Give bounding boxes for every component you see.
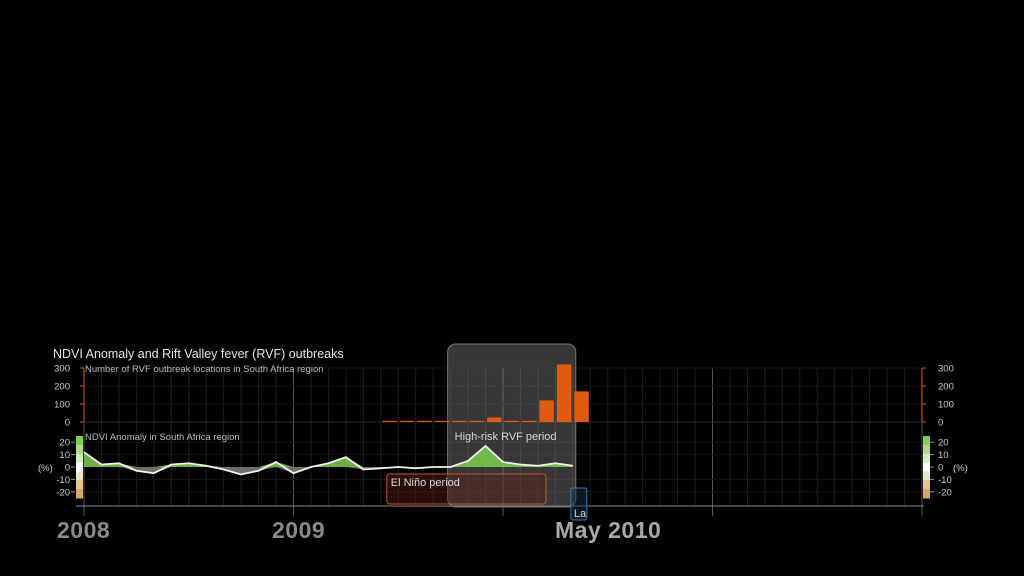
chart-grid: [76, 367, 924, 516]
outbreak-bar: [574, 391, 589, 422]
outbreak-bar: [487, 417, 502, 422]
la-nina-period-label: La: [574, 508, 587, 520]
bar-tick-label: 100: [54, 400, 70, 411]
ndvi-tick-label: 20: [938, 438, 949, 449]
ndvi-tick-label: 10: [59, 450, 70, 461]
ndvi-scale-swatch: [76, 462, 83, 472]
bar-panel-label: Number of RVF outbreak locations in Sout…: [85, 364, 324, 375]
outbreak-bar: [521, 420, 537, 422]
ndvi-tick-label: -10: [938, 475, 952, 486]
outbreak-bar: [434, 420, 450, 422]
ndvi-tick-label: -20: [56, 487, 70, 498]
ndvi-tick-label: 0: [938, 463, 943, 474]
el-nino-period-label: El Niño period: [391, 477, 460, 489]
ndvi-series: [83, 444, 573, 476]
outbreak-bar: [469, 420, 485, 422]
ndvi-tick-label: -20: [938, 487, 952, 498]
ndvi-line: [83, 444, 573, 476]
ndvi-scale-swatch: [923, 436, 930, 446]
ndvi-scale-swatch: [923, 471, 930, 481]
ndvi-scale-swatch: [923, 480, 930, 490]
ndvi-scale-swatch: [923, 444, 930, 455]
ndvi-unit-label: (%): [953, 463, 968, 474]
year-label-2009: 2009: [272, 517, 325, 543]
ndvi-scale-swatch: [923, 462, 930, 472]
outbreak-bar: [504, 420, 519, 422]
ndvi-scale-swatch: [923, 453, 930, 464]
ndvi-scale-swatch: [923, 489, 930, 499]
ndvi-scale-swatch: [76, 444, 83, 455]
ndvi-negative-area: [84, 467, 573, 475]
chart-title: NDVI Anomaly and Rift Valley fever (RVF)…: [53, 347, 344, 361]
bar-tick-label: 300: [938, 364, 954, 375]
current-date-label: May 2010: [555, 517, 661, 543]
bar-tick-label: 100: [938, 400, 954, 411]
bar-tick-label: 0: [938, 418, 943, 429]
ndvi-panel-label: NDVI Anomaly in South Africa region: [85, 432, 240, 443]
bar-tick-label: 0: [65, 418, 70, 429]
axes: 300200100020100-10-20(%)300200100020100-…: [38, 364, 968, 499]
outbreak-bar: [556, 364, 572, 422]
ndvi-tick-label: 0: [65, 463, 70, 474]
el-nino-period-box: [386, 473, 547, 505]
ndvi-scale-swatch: [76, 480, 83, 490]
bar-tick-label: 200: [54, 382, 70, 393]
outbreak-bar: [452, 420, 467, 422]
ndvi-unit-label: (%): [38, 463, 53, 474]
ndvi-scale-swatch: [76, 489, 83, 499]
outbreak-bar: [382, 420, 397, 422]
outbreak-bar: [417, 420, 432, 422]
outbreak-bar: [539, 400, 554, 422]
ndvi-scale-swatch: [76, 471, 83, 481]
bar-tick-label: 200: [938, 382, 954, 393]
outbreak-bars: [382, 364, 589, 422]
ndvi-scale-swatch: [76, 453, 83, 464]
ndvi-tick-label: -10: [56, 475, 70, 486]
bar-tick-label: 300: [54, 364, 70, 375]
ndvi-tick-label: 10: [938, 450, 949, 461]
la-nina-period-box: [570, 487, 588, 521]
ndvi-tick-label: 20: [59, 438, 70, 449]
outbreak-bar: [399, 420, 415, 422]
year-label-2008: 2008: [57, 517, 110, 543]
high-risk-period-label: High-risk RVF period: [455, 431, 557, 443]
ndvi-scale-swatch: [76, 436, 83, 446]
